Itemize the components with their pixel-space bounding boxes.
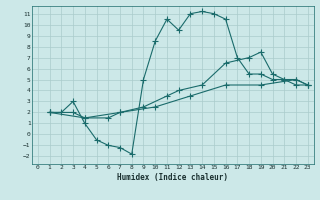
X-axis label: Humidex (Indice chaleur): Humidex (Indice chaleur) <box>117 173 228 182</box>
